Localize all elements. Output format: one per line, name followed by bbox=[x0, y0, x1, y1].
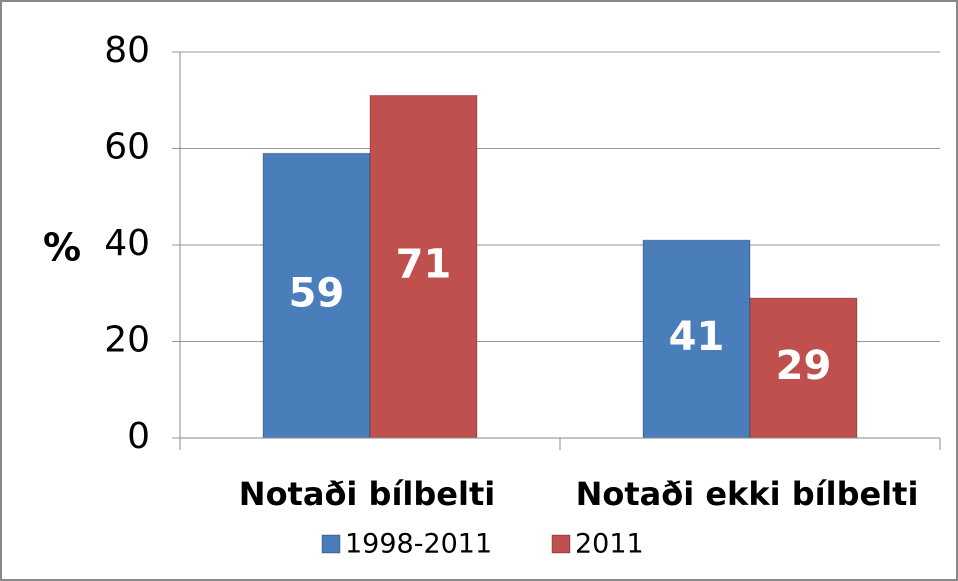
bar bbox=[369, 94, 478, 439]
x-tick-label: Notaði bílbelti bbox=[239, 475, 495, 513]
y-tick-label: 60 bbox=[104, 127, 150, 168]
y-tick-label: 80 bbox=[104, 30, 150, 71]
data-label: 59 bbox=[289, 271, 345, 317]
data-label: 71 bbox=[396, 242, 452, 288]
legend-swatch bbox=[321, 534, 341, 554]
legend-label: 1998-2011 bbox=[345, 529, 492, 560]
x-tick-label: Notaði ekki bílbelti bbox=[576, 475, 919, 513]
data-label: 41 bbox=[669, 314, 725, 360]
y-tick-label: 0 bbox=[127, 416, 150, 457]
y-axis-label: % bbox=[43, 226, 81, 270]
legend-label: 2011 bbox=[575, 529, 644, 560]
data-label: 29 bbox=[776, 343, 832, 389]
legend-swatch bbox=[551, 534, 571, 554]
y-tick-label: 40 bbox=[104, 223, 150, 264]
bar bbox=[262, 152, 371, 439]
y-tick-label: 20 bbox=[104, 320, 150, 361]
bar bbox=[749, 297, 858, 439]
